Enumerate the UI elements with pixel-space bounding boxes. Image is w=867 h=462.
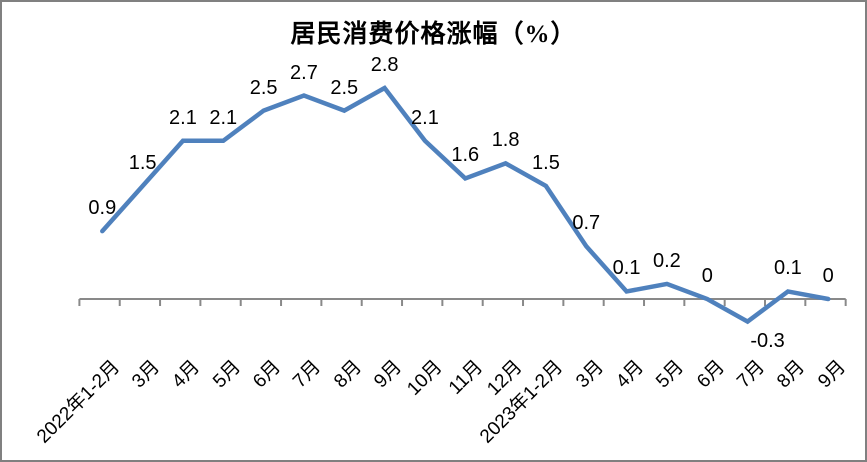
data-label: 2.5 <box>249 76 278 99</box>
data-label: 1.5 <box>532 151 560 174</box>
data-label: 0.1 <box>774 257 802 280</box>
data-label: 2.7 <box>290 61 318 84</box>
data-label: -0.3 <box>750 329 785 352</box>
data-label: 0.7 <box>572 212 601 235</box>
data-label: 0.2 <box>653 249 681 272</box>
data-label: 0.9 <box>88 197 117 220</box>
data-label: 0 <box>822 265 834 287</box>
data-label: 2.5 <box>330 76 359 99</box>
data-label: 2.1 <box>411 106 439 129</box>
data-label: 1.8 <box>491 129 520 152</box>
data-label: 1.6 <box>451 144 480 167</box>
data-label: 0.1 <box>612 257 641 280</box>
data-label: 2.8 <box>370 53 399 76</box>
chart-title: 居民消费价格涨幅（%） <box>290 21 577 48</box>
data-label: 2.1 <box>209 106 238 129</box>
data-label: 2.1 <box>169 106 197 129</box>
data-label: 0 <box>701 265 713 287</box>
data-label: 1.5 <box>128 151 157 174</box>
